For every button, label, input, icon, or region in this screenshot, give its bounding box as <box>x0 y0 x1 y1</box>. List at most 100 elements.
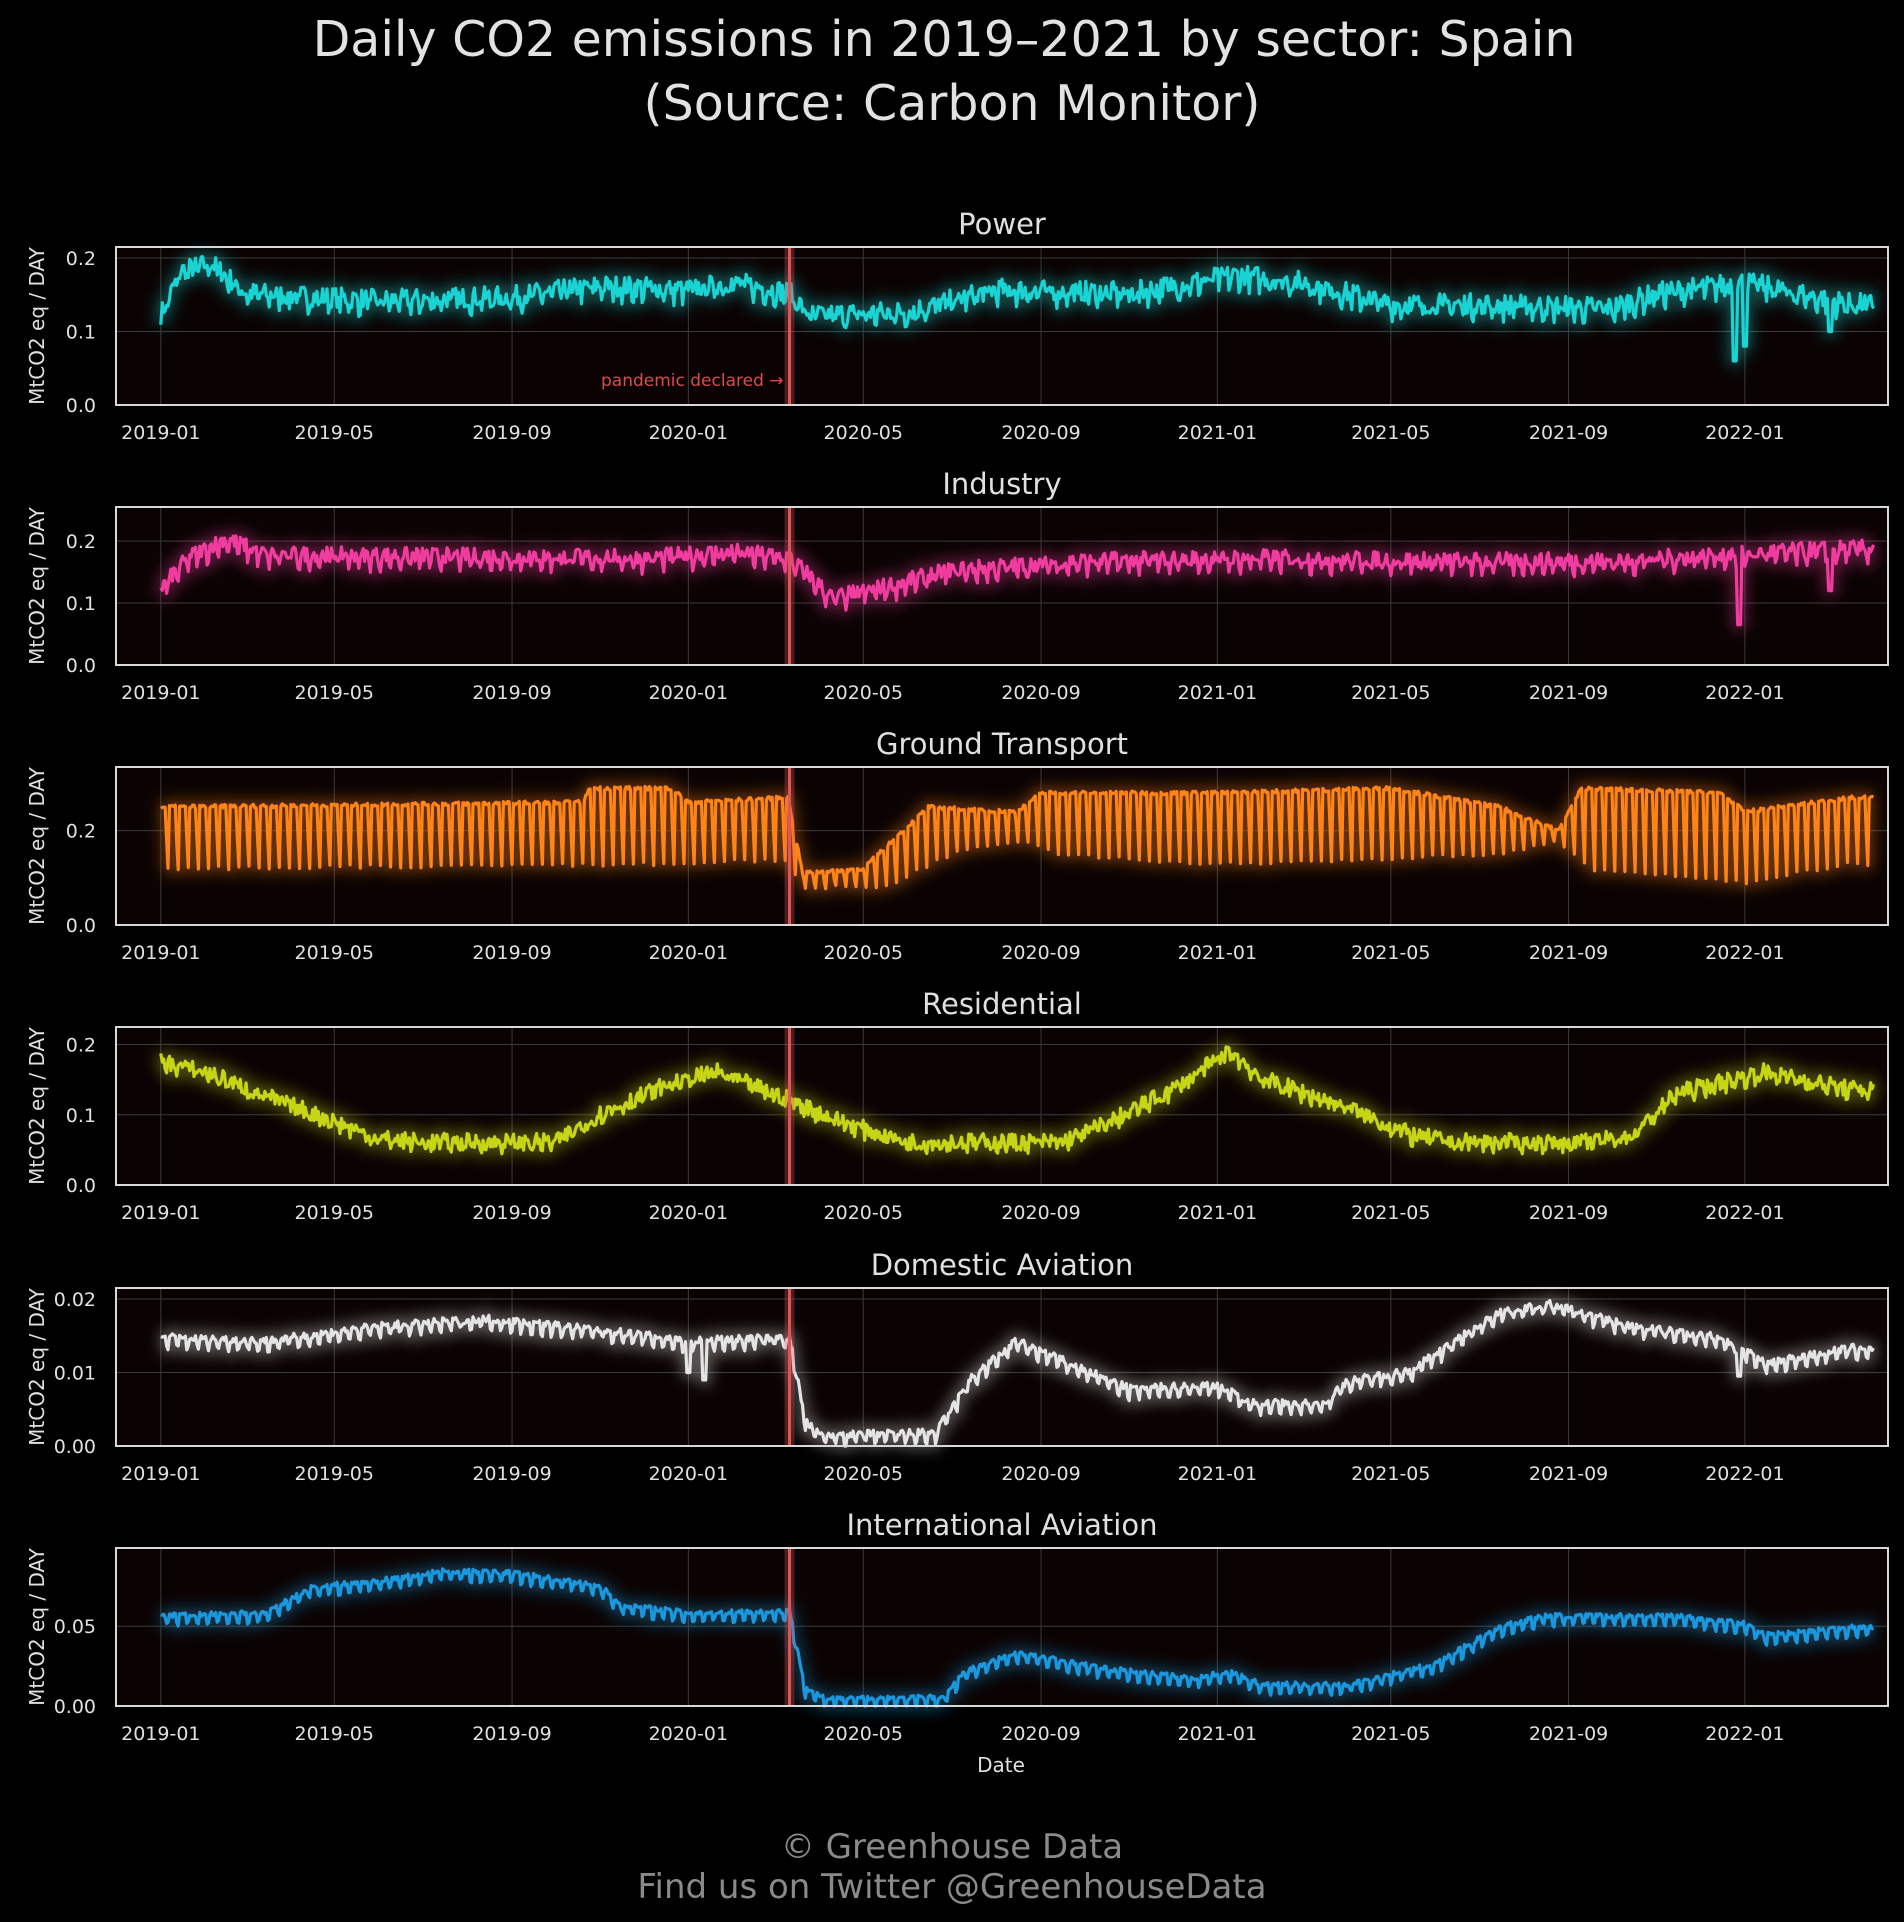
x-tick-label: 2021-01 <box>1178 942 1257 964</box>
plot-frame <box>115 1287 1889 1447</box>
x-tick-label: 2021-09 <box>1529 1723 1608 1745</box>
y-axis-label: MtCO2 eq / DAY <box>25 246 49 405</box>
x-tick-label: 2020-01 <box>649 1202 728 1224</box>
x-tick-label: 2021-09 <box>1529 1463 1608 1485</box>
plot-frame <box>115 506 1889 666</box>
x-tick-label: 2020-01 <box>649 682 728 704</box>
x-tick-label: 2020-09 <box>1001 1202 1080 1224</box>
x-tick-label: 2020-05 <box>824 1202 903 1224</box>
series-line <box>159 534 1876 627</box>
panel-title: International Aviation <box>847 1508 1158 1542</box>
plot-frame <box>115 766 1889 926</box>
x-tick-label: 2021-01 <box>1178 1723 1257 1745</box>
plot-area <box>116 247 1888 405</box>
chart-title-line1: Daily CO2 emissions in 2019–2021 by sect… <box>313 11 1576 68</box>
y-tick-label: 0.2 <box>66 531 96 553</box>
panel-residential: 2019-01 2019-05 2019-09 2020-01 2020-05 2020-… <box>25 987 1889 1224</box>
x-tick-label: 2021-01 <box>1178 1463 1257 1485</box>
y-tick-label: 0.0 <box>66 1175 96 1197</box>
x-tick-label: 2019-05 <box>295 1202 374 1224</box>
panel-title: Power <box>958 207 1046 241</box>
x-tick-label: 2021-09 <box>1529 942 1608 964</box>
y-tick-label: 0.0 <box>66 655 96 677</box>
x-tick-label: 2019-05 <box>295 1463 374 1485</box>
panels-group: 2019-01 2019-05 2019-09 2020-01 2020-05 2020-… <box>25 207 1889 1745</box>
x-tick-label: 2022-01 <box>1705 422 1784 444</box>
x-tick-label: 2019-01 <box>121 942 200 964</box>
y-axis-label: MtCO2 eq / DAY <box>25 1026 49 1185</box>
plot-area <box>116 507 1888 665</box>
y-axis-label: MtCO2 eq / DAY <box>25 766 49 925</box>
x-tick-label: 2020-09 <box>1001 1723 1080 1745</box>
x-tick-label: 2019-01 <box>121 1463 200 1485</box>
y-tick-label: 0.02 <box>54 1289 96 1311</box>
x-tick-label: 2021-05 <box>1351 1463 1430 1485</box>
x-tick-label: 2019-09 <box>472 942 551 964</box>
x-tick-label: 2020-01 <box>649 1723 728 1745</box>
x-tick-label: 2019-05 <box>295 1723 374 1745</box>
x-tick-label: 2019-05 <box>295 682 374 704</box>
x-tick-label: 2019-01 <box>121 422 200 444</box>
x-tick-label: 2021-05 <box>1351 942 1430 964</box>
y-tick-label: 0.2 <box>66 821 96 843</box>
x-tick-label: 2021-01 <box>1178 1202 1257 1224</box>
x-tick-label: 2021-09 <box>1529 1202 1608 1224</box>
plot-area <box>116 1027 1888 1185</box>
x-tick-label: 2019-05 <box>295 942 374 964</box>
x-tick-label: 2022-01 <box>1705 1723 1784 1745</box>
chart-title-line2: (Source: Carbon Monitor) <box>644 75 1261 132</box>
footer-twitter: Find us on Twitter @GreenhouseData <box>637 1867 1266 1907</box>
y-tick-label: 0.01 <box>54 1363 96 1385</box>
x-tick-label: 2019-01 <box>121 1202 200 1224</box>
x-tick-label: 2021-05 <box>1351 1202 1430 1224</box>
panel-title: Ground Transport <box>876 727 1128 761</box>
panel-power: 2019-01 2019-05 2019-09 2020-01 2020-05 2020-… <box>25 207 1889 444</box>
x-tick-label: 2020-05 <box>824 942 903 964</box>
x-tick-label: 2020-09 <box>1001 1463 1080 1485</box>
series-line <box>160 1567 1874 1708</box>
y-tick-label: 0.1 <box>66 1105 96 1127</box>
series-line <box>160 1298 1875 1448</box>
x-tick-label: 2022-01 <box>1705 942 1784 964</box>
x-axis-label: Date <box>977 1753 1025 1777</box>
x-tick-label: 2021-01 <box>1178 422 1257 444</box>
x-tick-label: 2020-01 <box>649 1463 728 1485</box>
x-tick-label: 2019-01 <box>121 682 200 704</box>
x-tick-label: 2020-09 <box>1001 942 1080 964</box>
panel-ground-transport: 2019-01 2019-05 2019-09 2020-01 2020-05 2020-… <box>25 727 1889 964</box>
footer-credit: © Greenhouse Data <box>781 1827 1123 1867</box>
panel-international-aviation: 2019-01 2019-05 2019-09 2020-01 2020-05 2020-… <box>25 1508 1889 1745</box>
y-tick-label: 0.00 <box>54 1436 96 1458</box>
panel-industry: 2019-01 2019-05 2019-09 2020-01 2020-05 2020-… <box>25 467 1889 704</box>
x-tick-label: 2022-01 <box>1705 1463 1784 1485</box>
x-tick-label: 2019-01 <box>121 1723 200 1745</box>
y-tick-label: 0.1 <box>66 593 96 615</box>
x-tick-label: 2019-09 <box>472 1463 551 1485</box>
y-tick-label: 0.0 <box>66 915 96 937</box>
series-line <box>160 784 1875 891</box>
plot-frame <box>115 246 1889 406</box>
x-tick-label: 2021-05 <box>1351 422 1430 444</box>
x-tick-label: 2019-05 <box>295 422 374 444</box>
x-tick-label: 2020-09 <box>1001 422 1080 444</box>
y-axis-label: MtCO2 eq / DAY <box>25 506 49 665</box>
x-tick-label: 2020-05 <box>824 1723 903 1745</box>
x-tick-label: 2021-05 <box>1351 1723 1430 1745</box>
y-tick-label: 0.05 <box>54 1616 96 1638</box>
plot-frame <box>115 1547 1889 1707</box>
x-tick-label: 2022-01 <box>1705 682 1784 704</box>
x-tick-label: 2021-05 <box>1351 682 1430 704</box>
pandemic-annotation: pandemic declared → <box>601 371 784 391</box>
x-tick-label: 2020-09 <box>1001 682 1080 704</box>
series-line <box>159 1045 1876 1156</box>
x-tick-label: 2020-01 <box>649 942 728 964</box>
x-tick-label: 2020-01 <box>649 422 728 444</box>
y-tick-label: 0.2 <box>66 1035 96 1057</box>
x-tick-label: 2021-09 <box>1529 422 1608 444</box>
y-axis-label: MtCO2 eq / DAY <box>25 1287 49 1446</box>
x-tick-label: 2022-01 <box>1705 1202 1784 1224</box>
x-tick-label: 2019-09 <box>472 682 551 704</box>
panel-title: Industry <box>942 467 1061 501</box>
x-tick-label: 2021-01 <box>1178 682 1257 704</box>
